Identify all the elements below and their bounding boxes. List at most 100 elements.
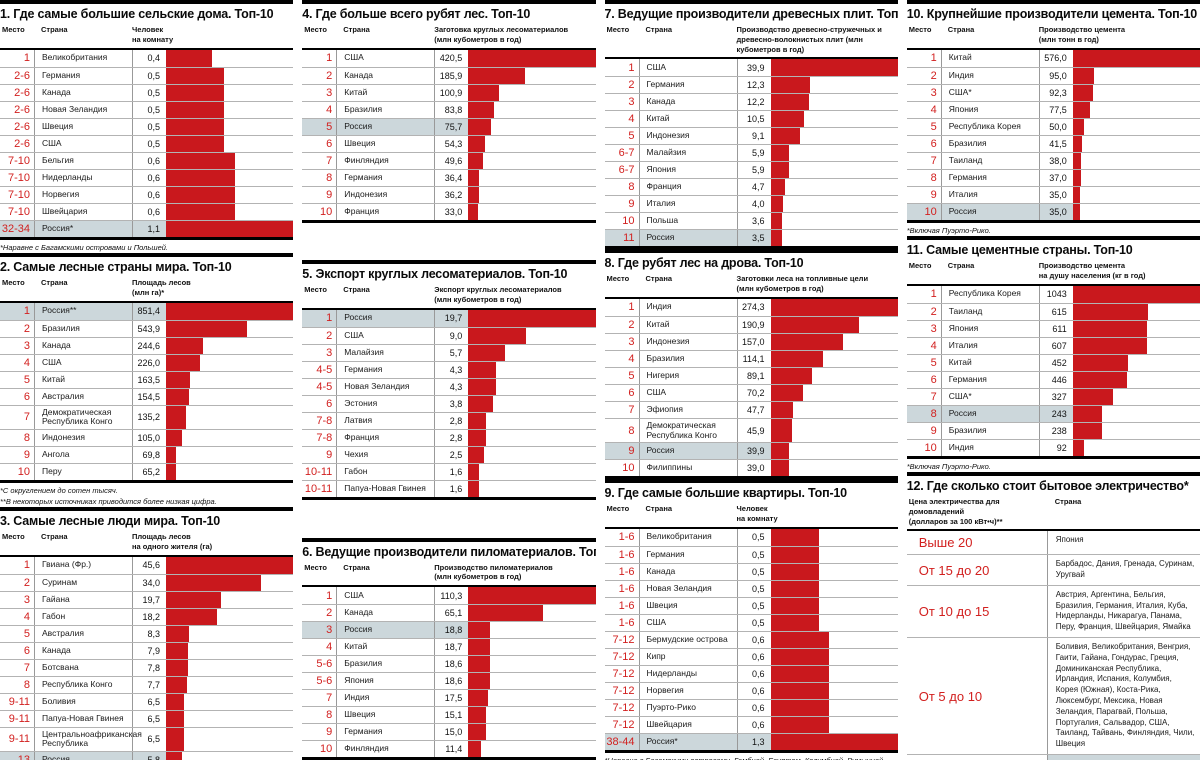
rank-cell: 3 [23,339,30,352]
country-cell: Бразилия [940,135,1039,152]
bar-cell [770,699,898,716]
bar-cell [166,118,293,135]
value-cell: 0,5 [132,84,166,101]
rank-cell: 7-12 [612,667,635,680]
bar-cell [770,460,898,477]
bar-cell [770,648,898,665]
bar [166,203,236,220]
bar-cell [166,354,293,371]
value-cell: 37,0 [1038,169,1073,186]
value-cell: 15,1 [434,707,468,723]
table-title: 3. Самые лесные люди мира. Топ-10 [0,507,294,532]
country-cell: Боливия [34,693,132,710]
table-row: 1-6 США 0,5 [604,613,898,631]
country-cell: Новая Зеландия [336,378,434,395]
country-cell: Ангола [34,447,132,464]
bar [166,118,224,135]
rank-cell: 5 [930,356,937,369]
bar [770,631,830,648]
table-row: 9-11 Боливия 6,5 [0,692,294,710]
country-cell: Чехия [336,446,434,463]
bar [166,464,176,481]
bar-cell [1072,337,1200,354]
table-row: 10 Финляндия 11,4 [302,740,596,757]
bar-cell [770,59,898,77]
value-cell: 0,4 [132,49,166,67]
table-row: 2 Таиланд 615 [906,302,1200,320]
footnote: **В некоторых источниках приводится боле… [0,496,217,506]
table-row: 7-12 Норвегия 0,6 [604,681,898,699]
table-body: 1 Индия 274,3 2 Китай 190,9 3 Индонезия 157,0 4 Бр… [604,298,898,480]
table-title: 4. Где больше всего рубят лес. Топ-10 [302,0,596,25]
table-row: 9-11 Папуа-Новая Гвинея 6,5 [0,709,294,727]
rank-cell: 9 [326,188,333,201]
col-header-country: Страна [645,25,673,34]
rank-cell: 1-6 [618,582,635,595]
bar-cell [166,447,293,464]
rank-cell: 7-12 [612,718,635,731]
value-cell: 49,6 [434,152,468,169]
bar [166,430,182,447]
price-range-cell: От 1 до 5 [907,755,1047,760]
bar-cell [166,464,293,481]
country-cell: Индия [336,690,434,706]
bar [770,367,812,384]
rank-cell: 4 [628,352,635,365]
bar [166,220,294,237]
country-cell: Германия [336,169,434,186]
table-row: 7-12 Кипр 0,6 [604,647,898,665]
bar-cell [770,333,898,350]
table-7: 7. Ведущие производители древесных плит.… [604,0,898,250]
rank-cell: 7 [326,154,333,167]
value-cell: 5,9 [736,162,771,179]
country-cell: Бразилия [638,350,737,367]
col-header-country: Страна [41,532,68,542]
country-cell: Бразилия [336,656,434,672]
country-cell: Россия [638,230,737,247]
rank-cell: 10-11 [304,482,333,495]
table-row: 5 Китай 163,5 [0,370,294,388]
col-header-rank: Место [908,261,932,270]
value-cell: 0,5 [736,546,771,563]
bar-cell [770,733,898,750]
rank-cell: 7-10 [7,154,30,167]
table-9: 9. Где самые большие квартиры. Топ-10 Мес… [604,479,898,760]
value-cell: 39,9 [736,443,771,460]
value-cell: 17,5 [434,690,468,706]
table-row: 1 Индия 274,3 [605,298,898,316]
table-row: 3 Китай 100,9 [302,83,596,101]
table-row: 32-34 Россия* 1,1 [0,219,294,237]
table-row: 11 Россия 3,5 [604,229,898,247]
bar [1072,354,1128,371]
value-cell: 38,0 [1038,152,1073,169]
column-2: 4. Где больше всего рубят лес. Топ-10 Мес… [302,0,596,760]
table-row: 7 Таиланд 38,0 [906,151,1200,169]
bar [468,118,492,135]
bar [166,642,189,659]
bar-cell [1072,371,1200,388]
value-cell: 7,9 [132,642,166,659]
table-row: Выше 20 Япония [907,531,1200,555]
bar-cell [770,631,898,648]
rank-cell: 7-8 [316,431,333,444]
rank-cell: 6 [23,390,30,403]
bar [468,135,485,152]
table-row: 1 Великобритания 0,4 [0,49,293,67]
col-header-value: Производство древесно-стружечных и древе… [736,25,882,54]
table-col-headers: Место Страна Производство пиломатериалов (… [302,563,596,587]
country-cell: Индия [940,67,1039,84]
rank-cell: 4 [326,103,333,116]
value-cell: 95,0 [1038,67,1073,84]
col-header-rank: Место [606,274,630,284]
table-row: 1-6 Швеция 0,5 [604,596,898,614]
value-cell: 446 [1038,371,1073,388]
country-cell: Нидерланды [638,665,737,682]
value-cell: 2,5 [434,446,468,463]
bar-cell [468,344,595,361]
value-cell: 35,0 [1038,186,1073,203]
table-12: 12. Где сколько стоит бытовое электричес… [906,472,1200,760]
table-row: 4 Япония 77,5 [906,100,1200,118]
value-cell: 3,8 [434,395,468,412]
table-col-headers: Место Страна Экспорт круглых лесоматериало… [302,285,596,310]
rank-cell: 1-6 [618,531,635,544]
